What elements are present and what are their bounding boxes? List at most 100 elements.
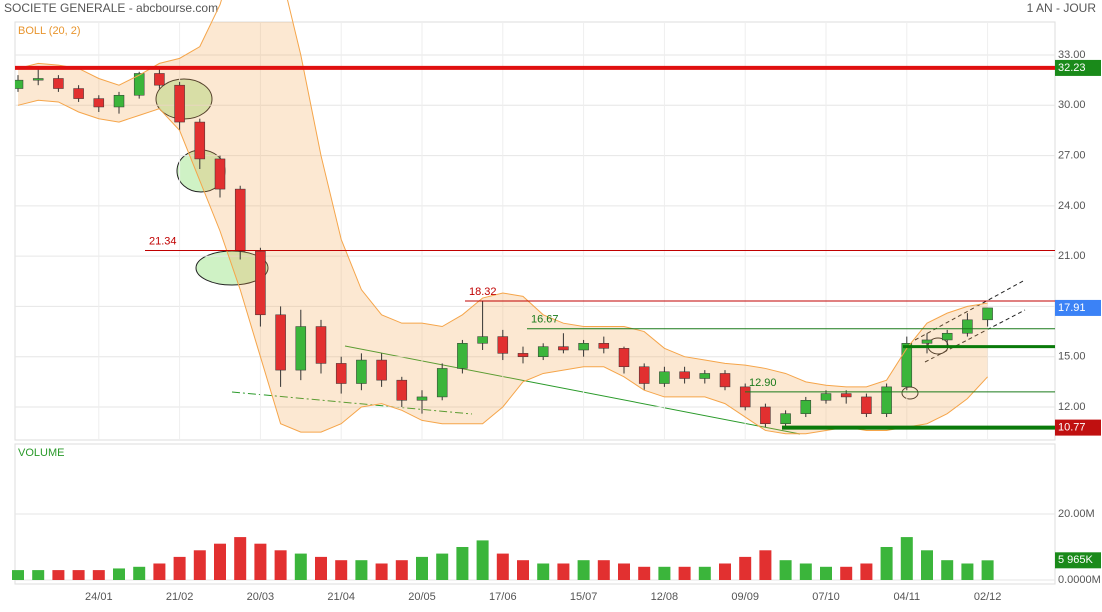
x-tick-label: 15/07	[570, 591, 598, 603]
volume-bar	[577, 560, 590, 580]
volume-bar	[719, 563, 731, 580]
volume-bar	[335, 560, 348, 580]
candle-body	[376, 359, 387, 381]
price-tag-label: 5 965K	[1058, 554, 1094, 566]
candle-body	[537, 346, 549, 357]
price-tag	[1055, 59, 1101, 76]
x-tick-label: 24/01	[85, 591, 113, 603]
candle-body	[739, 386, 751, 408]
volume-bar	[12, 570, 24, 580]
marker	[195, 250, 269, 286]
volume-bar	[173, 556, 186, 580]
band-line	[17, 99, 988, 435]
volume-bar	[153, 563, 166, 580]
candle-body	[760, 406, 771, 424]
volume-bar	[941, 560, 954, 580]
candle-body	[800, 400, 812, 414]
volume-label: VOLUME	[18, 447, 64, 459]
volume-bar	[557, 563, 570, 580]
drawings	[155, 78, 1026, 435]
volume-bar	[193, 550, 206, 580]
volume-bar	[234, 537, 247, 580]
volume-bar	[294, 553, 307, 580]
y-tick-label: 33.00	[1058, 49, 1086, 61]
candle-body	[416, 396, 428, 401]
price-tag-label: 17.91	[1058, 302, 1086, 314]
candle-body	[477, 336, 488, 344]
candle-body	[436, 368, 448, 398]
price-tag	[1055, 299, 1101, 316]
volume-bar	[496, 553, 509, 580]
candle-body	[901, 343, 913, 388]
chart-title: SOCIETE GENERALE - abcbourse.com	[4, 1, 218, 15]
candle-body	[15, 79, 24, 89]
candle-body	[234, 188, 246, 252]
volume-bar	[698, 566, 711, 580]
y-tick-label: 15.00	[1058, 351, 1086, 363]
candle-body	[517, 353, 529, 357]
price-tag	[1055, 419, 1101, 436]
candle-body	[699, 373, 711, 379]
volume-bar	[820, 566, 832, 580]
volume-bar	[436, 553, 449, 580]
volume-bar	[618, 563, 630, 580]
x-tick-label: 21/02	[166, 591, 194, 603]
price-tag-label: 32.23	[1058, 62, 1086, 74]
y-tick-label: 27.00	[1058, 149, 1086, 161]
x-tick-label: 20/05	[408, 591, 436, 603]
candle-body	[618, 348, 630, 368]
volume-tick-label: 20.00M	[1058, 508, 1095, 520]
volume-bar	[759, 550, 772, 580]
candle-body	[497, 336, 509, 354]
volume-bar	[900, 537, 913, 580]
volume-bar	[52, 570, 65, 580]
volume-bar	[961, 563, 974, 580]
candle-body	[598, 343, 610, 349]
x-tick-label: 04/11	[893, 591, 920, 603]
volume-bar	[517, 560, 529, 580]
candle-body	[719, 373, 731, 388]
volume-bar	[537, 563, 550, 580]
candle-body	[659, 371, 670, 384]
volume-bar	[658, 566, 671, 580]
candle-body	[941, 332, 953, 341]
volume-bar	[375, 563, 388, 580]
level-label: 16.67	[531, 314, 559, 326]
candle-body	[255, 250, 266, 316]
volume-bar	[840, 566, 853, 580]
volume-bar	[638, 566, 651, 580]
candle-body	[457, 343, 468, 369]
volume-plot	[12, 513, 1055, 581]
x-tick-label: 21/04	[327, 591, 355, 603]
candle-body	[214, 158, 226, 190]
volume-bar	[416, 556, 428, 580]
x-tick-label: 02/12	[974, 591, 1002, 603]
band-line	[17, 0, 988, 388]
volume-bar	[476, 540, 489, 580]
volume-bar	[799, 563, 812, 580]
volume-bar	[395, 560, 408, 580]
channel-line	[924, 309, 1026, 363]
volume-bar	[981, 560, 994, 580]
level-label: 21.34	[149, 235, 177, 247]
candle-body	[194, 121, 206, 160]
candle-body	[861, 396, 872, 414]
candle-body	[174, 84, 185, 123]
candle-body	[295, 326, 307, 371]
candle-body	[335, 363, 347, 384]
candle-body	[356, 359, 367, 384]
band-fill	[18, 22, 988, 434]
x-tick-label: 17/06	[489, 591, 517, 603]
candle-body	[780, 413, 791, 424]
candle-body	[93, 98, 105, 108]
volume-bar	[779, 560, 792, 580]
candle-body	[53, 78, 64, 89]
y-tick-label: 21.00	[1058, 250, 1086, 262]
candle-body	[133, 73, 145, 96]
level-label: 12.90	[749, 377, 777, 389]
x-tick-label: 07/10	[812, 591, 840, 603]
x-tick-label: 20/03	[247, 591, 275, 603]
volume-bar	[32, 570, 45, 580]
volume-bar	[921, 550, 933, 580]
